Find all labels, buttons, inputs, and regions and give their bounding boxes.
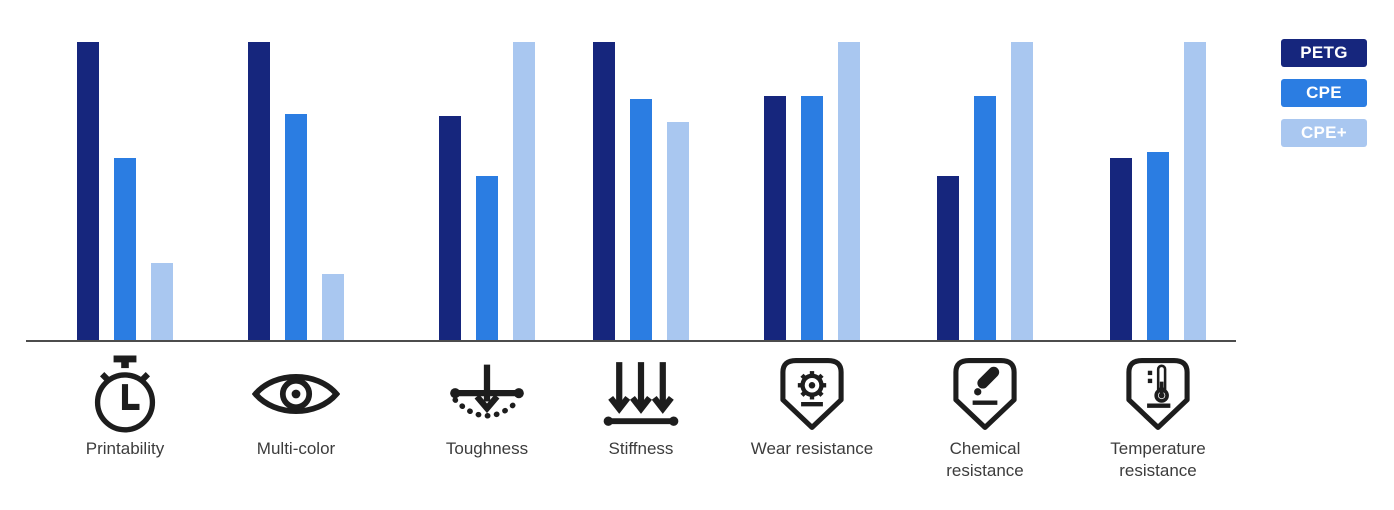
category-label-chemical-resistance: Chemical resistance: [946, 439, 1024, 481]
bar-cpe-stiffness: [630, 99, 652, 340]
bar-cpe-chemical-resistance: [974, 96, 996, 340]
legend-item-petg: PETG: [1281, 39, 1367, 67]
bar-petg-multi-color: [248, 42, 270, 340]
legend-label: PETG: [1300, 43, 1348, 62]
eye-icon: [246, 352, 346, 436]
shield-chemical-icon: [935, 352, 1035, 436]
bar-group-toughness: [439, 42, 535, 340]
bar-group-stiffness: [593, 42, 689, 340]
legend-item-cpe: CPE: [1281, 79, 1367, 107]
bar-cpe-multi-color: [322, 274, 344, 340]
bar-petg-wear-resistance: [764, 96, 786, 340]
bar-cpe-temperature-resistance: [1184, 42, 1206, 340]
bend-test-icon: [437, 352, 537, 436]
legend: PETG CPE CPE+: [1281, 39, 1367, 147]
bar-petg-printability: [77, 42, 99, 340]
bar-petg-temperature-resistance: [1110, 158, 1132, 340]
bar-petg-toughness: [439, 116, 461, 340]
bar-cpe-multi-color: [285, 114, 307, 340]
category-label-stiffness: Stiffness: [608, 439, 674, 458]
category-label-toughness: Toughness: [445, 439, 529, 458]
bar-group-printability: [77, 42, 173, 340]
category-label-printability: Printability: [85, 439, 165, 458]
bar-petg-stiffness: [593, 42, 615, 340]
x-axis-line: [26, 340, 1236, 342]
shield-thermometer-icon: [1108, 352, 1208, 436]
legend-label: CPE+: [1300, 123, 1348, 142]
category-label-wear-resistance: Wear resistance: [750, 439, 874, 458]
category-label-multi-color: Multi-color: [256, 439, 336, 458]
bar-cpe-printability: [114, 158, 136, 340]
bar-cpe-temperature-resistance: [1147, 152, 1169, 340]
bar-cpe-toughness: [476, 176, 498, 340]
legend-item-cpe: CPE+: [1281, 119, 1367, 147]
bar-group-chemical-resistance: [937, 42, 1033, 340]
bar-cpe-wear-resistance: [838, 42, 860, 340]
bar-cpe-toughness: [513, 42, 535, 340]
bar-cpe-chemical-resistance: [1011, 42, 1033, 340]
stopwatch-icon: [75, 352, 175, 436]
bar-cpe-printability: [151, 263, 173, 340]
bar-cpe-wear-resistance: [801, 96, 823, 340]
bar-group-wear-resistance: [764, 42, 860, 340]
bar-group-multi-color: [248, 42, 344, 340]
plot-area: [77, 42, 1206, 340]
bar-cpe-stiffness: [667, 122, 689, 340]
bar-group-temperature-resistance: [1110, 42, 1206, 340]
bar-petg-chemical-resistance: [937, 176, 959, 340]
category-label-temperature-resistance: Temperature resistance: [1110, 439, 1206, 481]
legend-label: CPE: [1306, 83, 1342, 102]
shield-gear-icon: [762, 352, 862, 436]
press-force-icon: [591, 352, 691, 436]
